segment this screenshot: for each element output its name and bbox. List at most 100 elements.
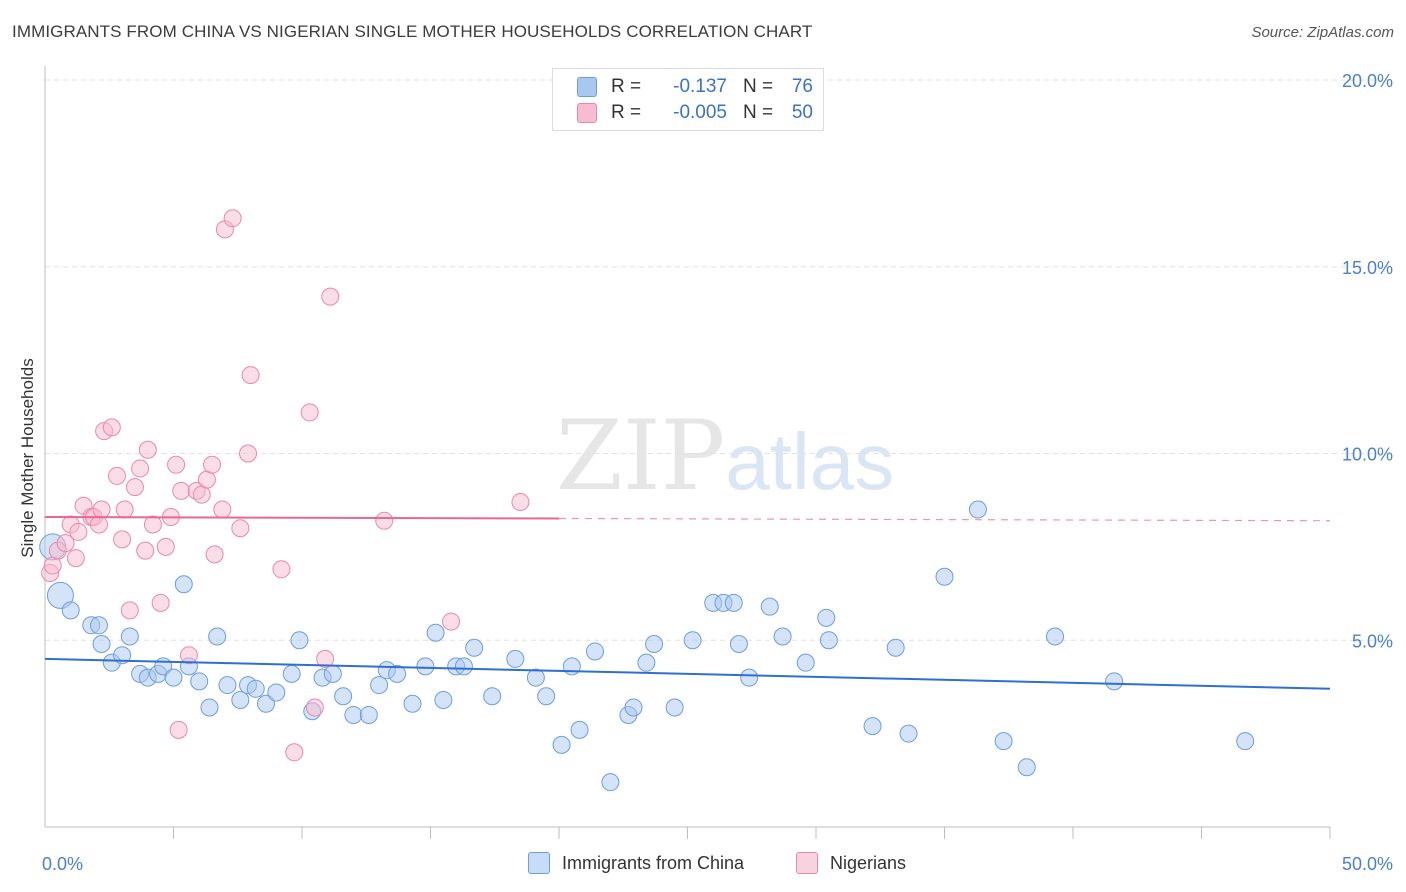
china-point [267, 683, 286, 702]
china-point [190, 672, 209, 691]
nigerian-point [231, 519, 250, 538]
china-point [601, 773, 620, 792]
china-point [92, 634, 111, 653]
nigerian-point [511, 493, 530, 512]
china-point [624, 698, 643, 717]
china-point [89, 616, 108, 635]
china-point [729, 634, 748, 653]
china-point [164, 668, 183, 687]
watermark-zip: ZIP [556, 400, 726, 512]
china-point [434, 691, 453, 710]
legend-row-nigerians: R = -0.005 N = 50 [577, 101, 813, 125]
china-point [796, 653, 815, 672]
china-point [863, 717, 882, 736]
nigerian-point [125, 478, 144, 497]
china-point [506, 649, 525, 668]
nigerian-point [136, 541, 155, 560]
china-point [388, 664, 407, 683]
nigerian-point [203, 455, 222, 474]
nigerian-point [113, 530, 132, 549]
y-tick-label: 5.0% [1352, 631, 1393, 651]
correlation-legend: R = -0.137 N = 76 R = -0.005 N = 50 [552, 68, 824, 131]
china-point [552, 735, 571, 754]
china-point [454, 657, 473, 676]
nigerian-point [272, 560, 291, 579]
legend-r-label: R = [611, 102, 642, 123]
china-point [370, 676, 389, 695]
china-point [465, 638, 484, 657]
china-point [334, 687, 353, 706]
china-point [231, 691, 250, 710]
china-point [562, 657, 581, 676]
china-trend-line [44, 657, 1331, 690]
nigerian-point [239, 444, 258, 463]
y-tick-label: 20.0% [1342, 71, 1393, 91]
china-point [526, 668, 545, 687]
china-point [200, 698, 219, 717]
china-point [570, 720, 589, 739]
nigerian-point [66, 549, 85, 568]
nigerian-point [305, 698, 324, 717]
nigerian-point [120, 601, 139, 620]
china-point [1105, 672, 1124, 691]
china-point [174, 575, 193, 594]
china-point [120, 627, 139, 646]
nigerian-point [192, 485, 211, 504]
nigerian-point [375, 511, 394, 530]
china-point [645, 634, 664, 653]
china-point [344, 705, 363, 724]
china-point [740, 668, 759, 687]
nigerian-point [107, 466, 126, 485]
china-point [585, 642, 604, 661]
nigerian-point [92, 500, 111, 519]
china-point [886, 638, 905, 657]
nigerian-point [156, 537, 175, 556]
legend-swatch-china [577, 77, 597, 97]
china-point [637, 653, 656, 672]
china-point [935, 567, 954, 586]
china-point [773, 627, 792, 646]
nigerian-point [115, 500, 134, 519]
china-point [537, 687, 556, 706]
china-point [416, 657, 435, 676]
nigerian-point [197, 470, 216, 489]
nigerian-trend-line [44, 515, 560, 520]
nigerian-point [285, 743, 304, 762]
nigerian-point [300, 403, 319, 422]
x-tick-label: 0.0% [42, 854, 83, 874]
nigerian-point [316, 649, 335, 668]
china-point [282, 664, 301, 683]
y-tick-label: 10.0% [1342, 445, 1393, 465]
series-legend-china[interactable]: Immigrants from China [528, 852, 744, 874]
china-point [483, 687, 502, 706]
china-point [113, 646, 132, 665]
nigerian-point [167, 455, 186, 474]
nigerian-point [169, 720, 188, 739]
nigerian-point [138, 440, 157, 459]
china-point [290, 631, 309, 650]
legend-n-value: 50 [791, 102, 813, 123]
china-point [760, 597, 779, 616]
china-point [323, 664, 342, 683]
legend-n-value: 76 [791, 76, 813, 97]
china-point [994, 732, 1013, 751]
nigerian-point [321, 287, 340, 306]
series-legend: Immigrants from China Nigerians [0, 852, 1406, 878]
watermark: ZIPatlas [556, 400, 894, 512]
nigerian-point [89, 515, 108, 534]
series-swatch-nigerians [796, 852, 818, 874]
china-point [819, 631, 838, 650]
legend-swatch-nigerians [577, 103, 597, 123]
nigerian-point [69, 522, 88, 541]
nigerian-trend-line-dashed [558, 517, 1331, 522]
nigerian-point [223, 209, 242, 228]
source-label: Source: ZipAtlas.com [1251, 24, 1394, 41]
china-point [208, 627, 227, 646]
china-point [899, 724, 918, 743]
series-legend-nigerians[interactable]: Nigerians [796, 852, 906, 874]
nigerian-point [143, 515, 162, 534]
nigerian-point [179, 646, 198, 665]
legend-r-value: -0.137 [673, 76, 727, 97]
legend-r-label: R = [611, 76, 642, 97]
